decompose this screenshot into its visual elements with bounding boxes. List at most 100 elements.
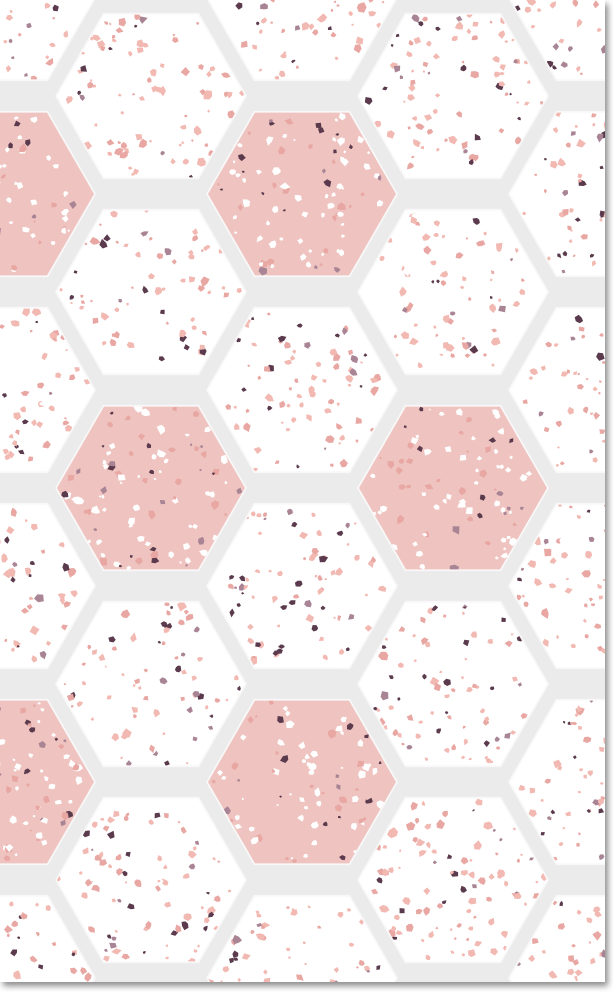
terrazzo-chip: [572, 254, 576, 258]
terrazzo-chip: [577, 372, 581, 376]
terrazzo-chip: [101, 341, 107, 346]
terrazzo-chip: [177, 619, 185, 626]
terrazzo-chip: [149, 546, 157, 552]
terrazzo-chip: [38, 401, 45, 406]
terrazzo-chip: [387, 827, 399, 839]
terrazzo-chip: [189, 276, 196, 283]
pink-hex-tile: [208, 700, 396, 864]
terrazzo-chip: [413, 59, 417, 62]
terrazzo-chip: [234, 422, 240, 430]
terrazzo-chip: [29, 329, 33, 333]
terrazzo-chip: [569, 208, 574, 213]
terrazzo-chip: [241, 797, 244, 801]
terrazzo-chip: [574, 969, 583, 977]
terrazzo-chip: [413, 36, 422, 45]
terrazzo-chip: [382, 86, 388, 91]
terrazzo-chip: [136, 881, 142, 887]
terrazzo-chip: [359, 385, 363, 388]
terrazzo-chip: [63, 601, 71, 608]
terrazzo-chip: [339, 796, 348, 804]
terrazzo-chip: [592, 207, 596, 210]
terrazzo-chip: [434, 93, 441, 98]
terrazzo-chip: [490, 760, 494, 764]
terrazzo-chip: [329, 979, 336, 982]
terrazzo-chip: [104, 21, 109, 25]
terrazzo-chip: [325, 193, 329, 199]
terrazzo-chip: [276, 803, 279, 807]
terrazzo-chip: [198, 536, 205, 545]
terrazzo-chip: [205, 491, 210, 496]
terrazzo-chip: [470, 269, 477, 277]
terrazzo-chip: [497, 427, 505, 435]
terrazzo-chip: [25, 139, 31, 147]
terrazzo-chips: [514, 0, 605, 75]
terrazzo-chip: [285, 720, 295, 729]
terrazzo-chip: [30, 199, 38, 206]
terrazzo-chip: [432, 108, 438, 115]
terrazzo-chip: [550, 161, 558, 169]
terrazzo-chip: [156, 424, 165, 435]
terrazzo-chip: [17, 645, 20, 648]
terrazzo-chip: [117, 140, 121, 144]
terrazzo-chip: [296, 464, 300, 469]
terrazzo-chip: [398, 626, 406, 632]
terrazzo-chip: [439, 353, 444, 356]
terrazzo-chip: [44, 775, 49, 782]
terrazzo-chip: [146, 442, 152, 449]
terrazzo-chip: [590, 331, 599, 340]
terrazzo-chip: [357, 135, 365, 144]
terrazzo-chip: [101, 444, 105, 448]
terrazzo-chip: [181, 921, 189, 931]
terrazzo-chip: [576, 705, 583, 713]
terrazzo-chip: [355, 36, 364, 45]
terrazzo-chip: [503, 899, 511, 907]
terrazzo-chip: [466, 909, 472, 914]
terrazzo-chip: [316, 13, 328, 23]
terrazzo-chip: [197, 285, 206, 292]
terrazzo-chip: [279, 400, 286, 408]
terrazzo-chip: [164, 813, 169, 819]
terrazzo-chip: [504, 880, 509, 887]
terrazzo-chip: [265, 220, 271, 226]
terrazzo-chip: [312, 29, 319, 36]
terrazzo-chip: [334, 804, 343, 812]
terrazzo-chip: [436, 147, 440, 152]
terrazzo-chip: [211, 779, 216, 784]
terrazzo-chip: [314, 574, 318, 578]
terrazzo-chip: [399, 908, 405, 914]
terrazzo-chip: [7, 927, 13, 931]
terrazzo-chip: [71, 498, 74, 501]
terrazzo-chip: [593, 623, 602, 629]
terrazzo-chip: [573, 371, 578, 375]
terrazzo-chip: [130, 632, 137, 643]
terrazzo-chip: [22, 419, 29, 425]
terrazzo-chip: [304, 753, 311, 760]
terrazzo-chip: [199, 468, 202, 472]
terrazzo-chip: [391, 925, 397, 932]
terrazzo-chip: [576, 515, 582, 520]
terrazzo-chip: [258, 68, 263, 72]
terrazzo-chip: [462, 725, 466, 729]
terrazzo-chip: [415, 123, 425, 130]
terrazzo-chip: [90, 505, 99, 514]
terrazzo-chip: [355, 439, 359, 443]
terrazzo-chip: [150, 845, 153, 848]
terrazzo-chip: [471, 435, 477, 441]
terrazzo-chip: [243, 422, 251, 432]
terrazzo-chip: [599, 746, 605, 753]
terrazzo-chip: [394, 334, 398, 339]
terrazzo-chip: [479, 708, 485, 714]
terrazzo-chip: [245, 408, 250, 413]
terrazzo-chip: [288, 386, 292, 391]
terrazzo-chip: [412, 633, 417, 638]
terrazzo-chip: [556, 446, 560, 449]
terrazzo-chip: [179, 124, 187, 130]
terrazzo-chip: [288, 956, 291, 959]
terrazzo-chips: [516, 900, 605, 982]
terrazzo-chip: [382, 868, 390, 877]
terrazzo-chip: [442, 810, 448, 818]
terrazzo-chip: [52, 4, 59, 12]
terrazzo-chip: [433, 504, 440, 510]
terrazzo-chip: [376, 707, 381, 713]
terrazzo-chip: [227, 889, 232, 893]
